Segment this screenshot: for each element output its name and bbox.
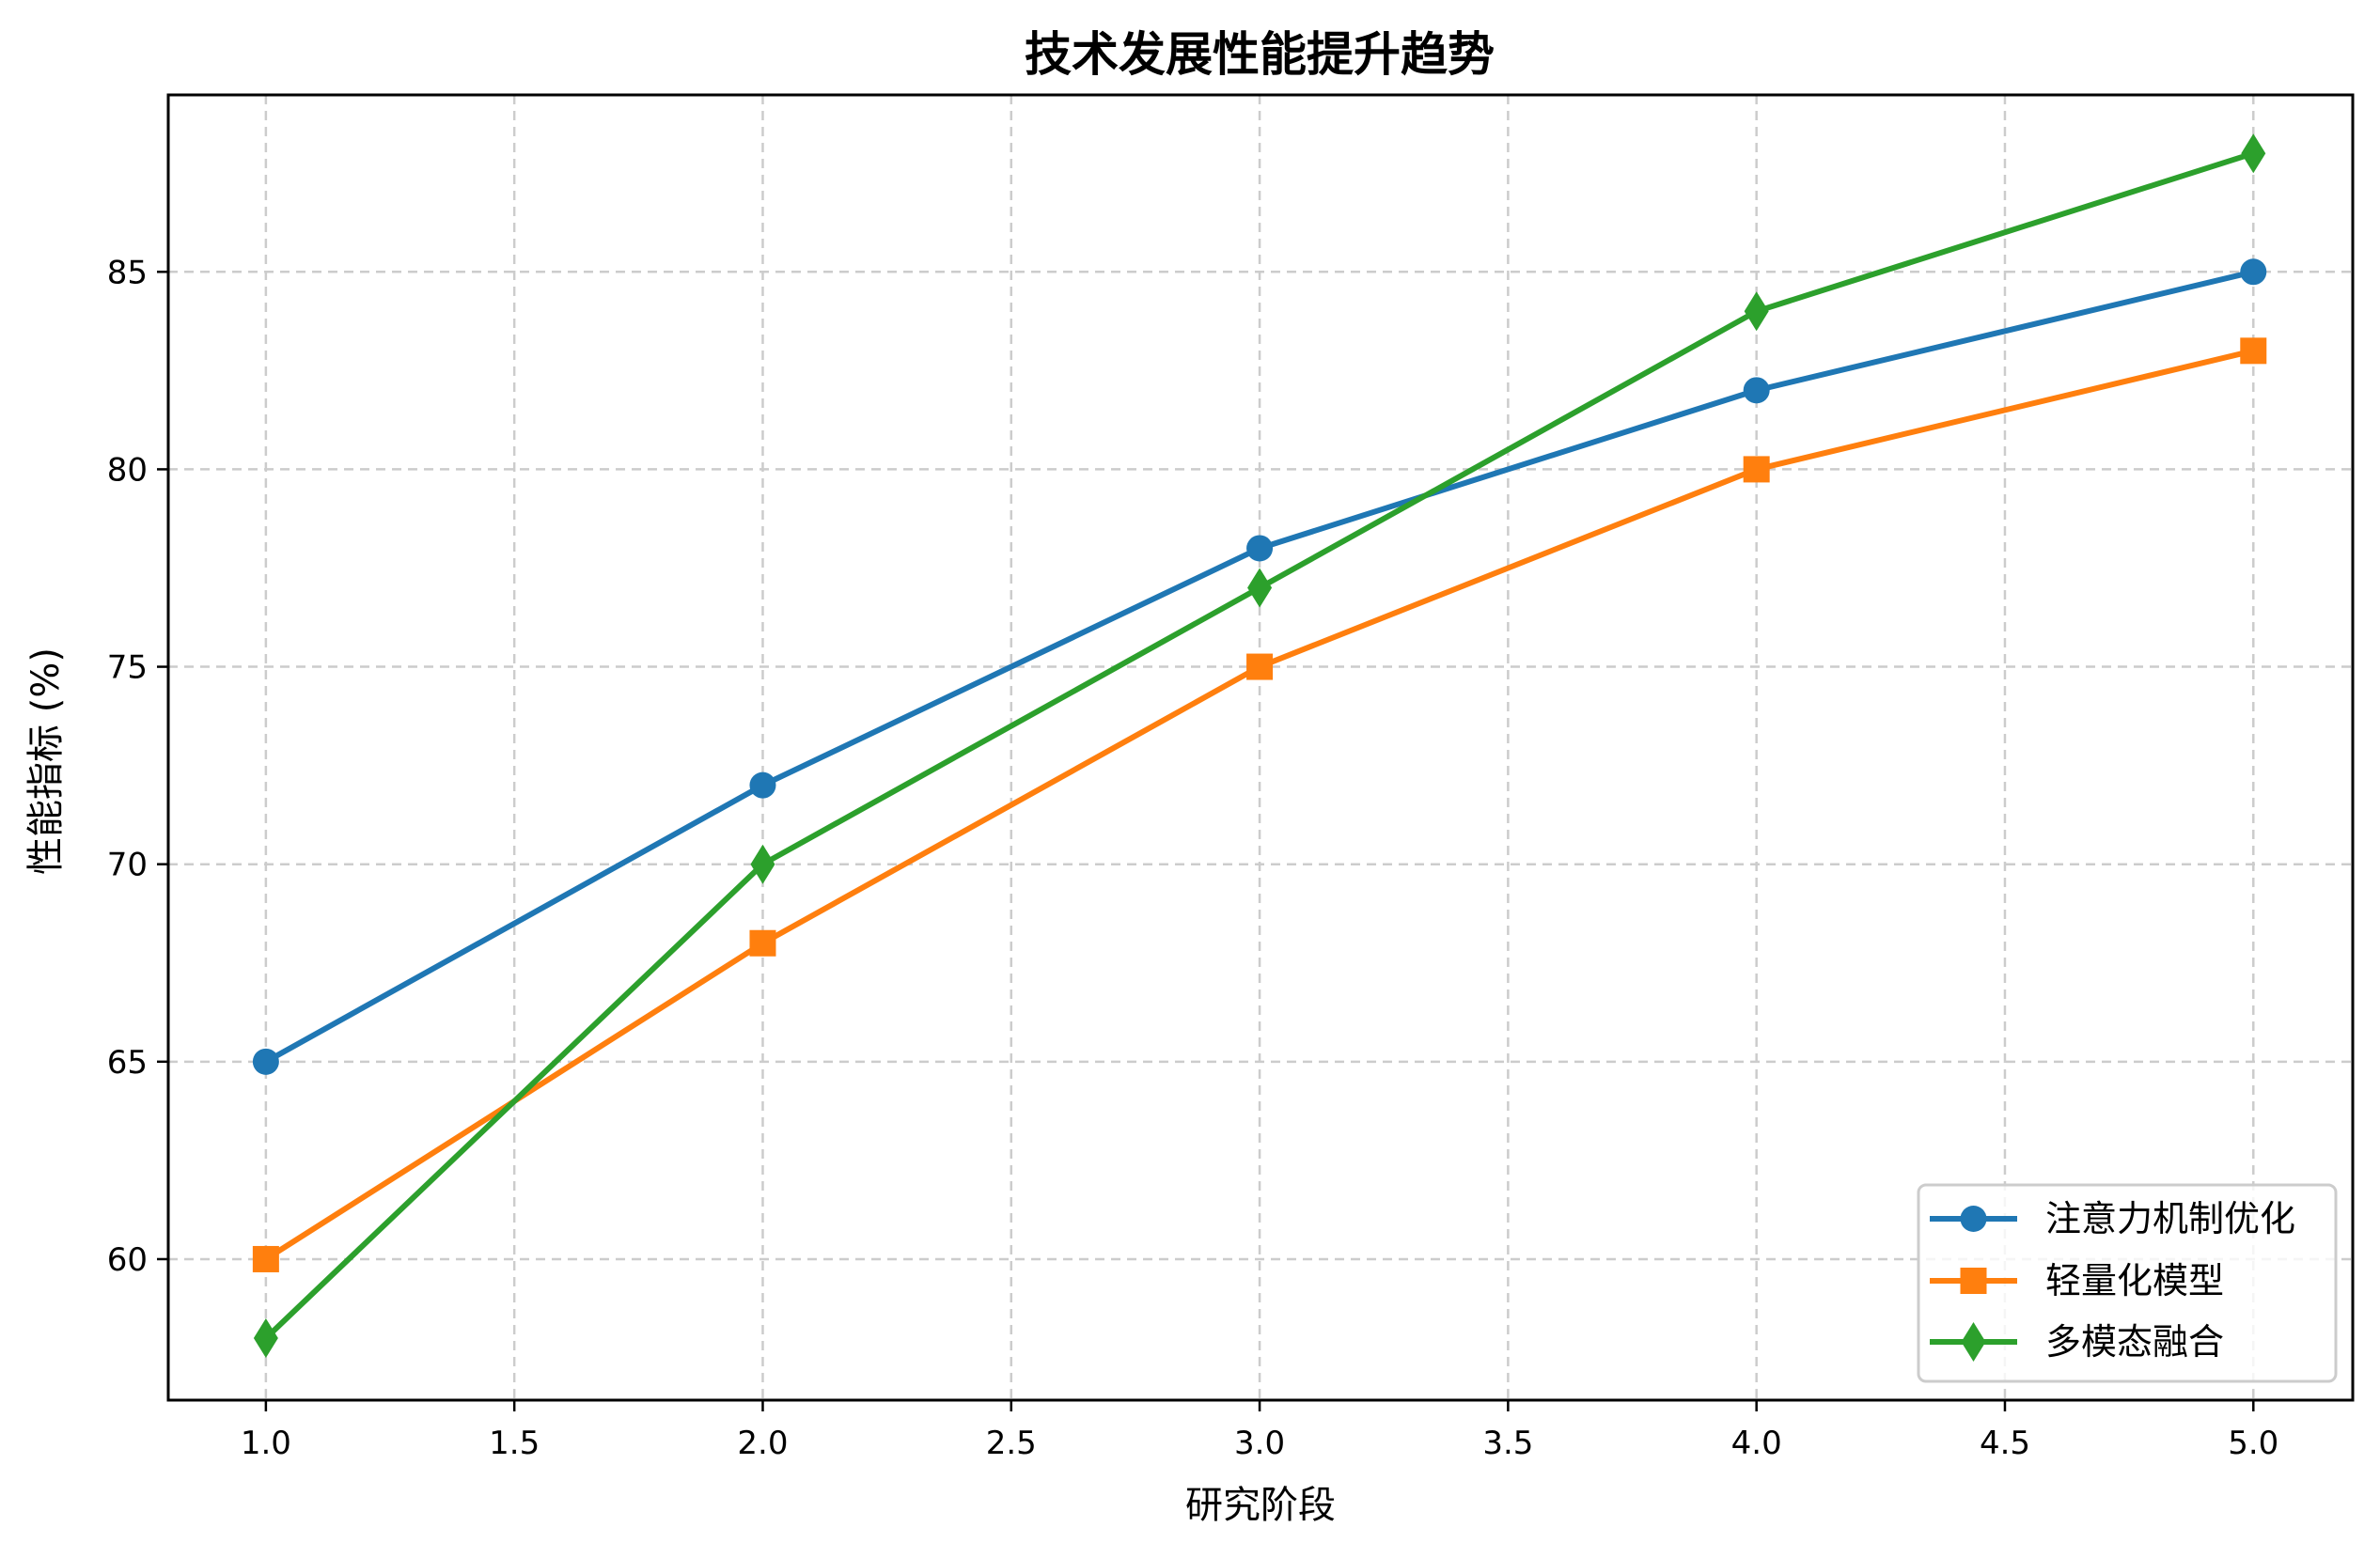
circle-marker-icon	[1743, 377, 1770, 404]
x-axis-label: 研究阶段	[1185, 1484, 1336, 1527]
y-axis-label: 性能指标 (%)	[24, 647, 68, 875]
circle-marker-icon	[252, 1048, 279, 1075]
y-tick-label: 75	[107, 649, 148, 687]
y-tick-label: 85	[107, 254, 148, 291]
x-tick-label: 2.5	[986, 1425, 1037, 1462]
x-tick-label: 3.0	[1234, 1425, 1285, 1462]
y-tick-label: 60	[107, 1241, 148, 1279]
x-tick-label: 1.0	[241, 1425, 291, 1462]
square-marker-icon	[1246, 653, 1274, 680]
circle-marker-icon	[749, 771, 776, 799]
diamond-marker-icon	[1961, 1322, 1986, 1362]
square-marker-icon	[1743, 456, 1770, 483]
series-circle	[252, 258, 2267, 1075]
x-tick-label: 5.0	[2228, 1425, 2278, 1462]
diamond-marker-icon	[750, 844, 775, 884]
legend-item: 多模态融合	[1930, 1321, 2224, 1363]
y-tick-label: 65	[107, 1044, 148, 1082]
legend-item: 轻量化模型	[1930, 1260, 2224, 1301]
x-tick-label: 3.5	[1482, 1425, 1533, 1462]
x-tick-label: 4.5	[1980, 1425, 2030, 1462]
legend-item: 注意力机制优化	[1930, 1198, 2295, 1239]
x-axis-ticks: 1.0 1.5 2.0 2.5 3.0 3.5 4.0 4.5 5.0	[241, 1400, 2278, 1462]
legend-label: 轻量化模型	[2045, 1260, 2224, 1301]
y-tick-label: 80	[107, 451, 148, 489]
circle-marker-icon	[1246, 535, 1274, 562]
series-layer	[252, 133, 2267, 1359]
chart-title: 技术发展性能提升趋势	[1025, 27, 1495, 82]
diamond-marker-icon	[253, 1318, 278, 1359]
square-marker-icon	[252, 1245, 279, 1272]
diamond-marker-icon	[2241, 133, 2266, 174]
legend-label: 注意力机制优化	[2045, 1198, 2295, 1239]
x-tick-label: 1.5	[489, 1425, 540, 1462]
series-diamond	[253, 133, 2266, 1359]
y-tick-label: 70	[107, 847, 148, 884]
x-tick-label: 2.0	[737, 1425, 788, 1462]
x-tick-label: 4.0	[1731, 1425, 1782, 1462]
square-marker-icon	[749, 929, 776, 957]
circle-marker-icon	[2240, 258, 2267, 286]
square-marker-icon	[1960, 1268, 1987, 1294]
legend-label: 多模态融合	[2045, 1321, 2224, 1363]
circle-marker-icon	[1960, 1206, 1987, 1232]
series-line	[263, 150, 2255, 1341]
y-axis-ticks: 60 65 70 75 80 85	[107, 254, 168, 1279]
diamond-marker-icon	[1744, 291, 1769, 332]
series-square	[252, 337, 2267, 1272]
legend-box	[1917, 1183, 2338, 1383]
diamond-marker-icon	[1247, 568, 1273, 608]
square-marker-icon	[2240, 337, 2267, 365]
